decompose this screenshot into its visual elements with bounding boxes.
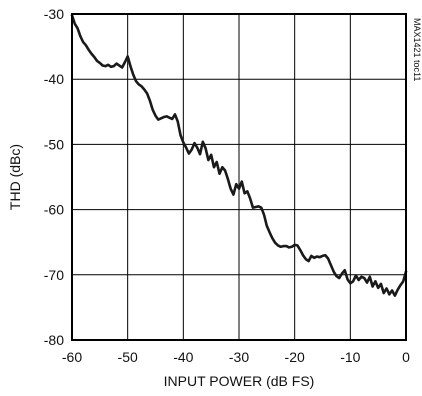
x-tick-label: -50 (118, 349, 138, 365)
x-tick-labels: -60 -50 -40 -30 -20 -10 0 (62, 349, 410, 365)
plot-frame (71, 13, 407, 341)
series-group (70, 14, 408, 297)
x-tick-label: -40 (173, 349, 193, 365)
grid-lines (71, 13, 407, 341)
x-tick-label: -20 (285, 349, 305, 365)
figure-id-annotation: MAX1421 toc11 (412, 18, 422, 81)
x-axis-label: INPUT POWER (dB FS) (164, 373, 315, 389)
x-tick-label: -60 (62, 349, 82, 365)
y-tick-label: -30 (44, 6, 64, 22)
series-line-thd (70, 14, 408, 297)
y-tick-label: -40 (44, 71, 64, 87)
y-tick-label: -50 (44, 136, 64, 152)
y-tick-labels: -30 -40 -50 -60 -70 -80 (44, 6, 64, 348)
x-tick-label: -10 (340, 349, 360, 365)
y-tick-label: -80 (44, 332, 64, 348)
y-axis-label: THD (dBc) (7, 144, 23, 210)
x-tick-label: 0 (402, 349, 410, 365)
y-tick-label: -60 (44, 202, 64, 218)
x-tick-label: -30 (229, 349, 249, 365)
y-tick-label: -70 (44, 267, 64, 283)
